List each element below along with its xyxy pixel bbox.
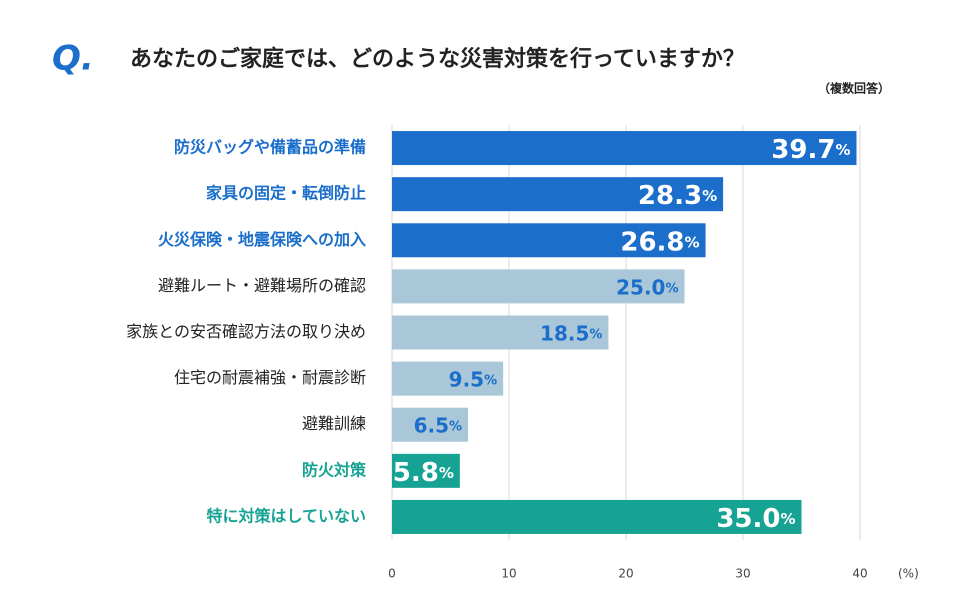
value-label: 39.7%	[771, 135, 850, 165]
bar	[392, 499, 802, 534]
value-label: 28.3%	[638, 181, 717, 211]
value-label: 26.8%	[620, 227, 699, 257]
bar	[392, 315, 609, 350]
bar	[392, 177, 724, 212]
bar	[392, 453, 460, 488]
question-label: Q.	[52, 39, 94, 79]
value-label: 35.0%	[716, 503, 795, 533]
y-tick-label: 火災保険・地震保険への加入	[158, 230, 366, 249]
chart-title: あなたのご家庭では、どのような災害対策を行っていますか？	[130, 46, 745, 72]
value-label: 9.5%	[449, 367, 497, 391]
bar	[392, 269, 685, 304]
x-tick-label: 0	[388, 567, 396, 581]
y-tick-label: 住宅の耐震補強・耐震診断	[174, 368, 366, 387]
x-tick-label: 30	[735, 567, 750, 581]
y-tick-label: 家族との安否確認方法の取り決め	[126, 322, 366, 341]
value-label: 6.5%	[414, 413, 462, 437]
y-tick-label: 家具の固定・転倒防止	[206, 184, 366, 203]
bar	[392, 407, 469, 442]
y-tick-label: 特に対策はしていない	[206, 506, 366, 525]
y-tick-label: 防災バッグや備蓄品の準備	[174, 138, 366, 157]
y-tick-label: 防火対策	[302, 460, 367, 479]
x-axis-unit: (%)	[898, 567, 919, 581]
value-label: 25.0%	[616, 275, 678, 299]
x-tick-label: 40	[852, 567, 867, 581]
chart-subtitle: （複数回答）	[818, 81, 890, 96]
value-label: 18.5%	[540, 321, 602, 345]
bar	[392, 131, 857, 166]
bar	[392, 223, 706, 258]
x-tick-label: 20	[618, 567, 633, 581]
x-tick-label: 10	[501, 567, 516, 581]
value-label: 5.8%	[393, 457, 454, 487]
y-tick-label: 避難ルート・避難場所の確認	[158, 276, 366, 295]
y-tick-label: 避難訓練	[302, 414, 366, 433]
bar	[392, 361, 504, 396]
